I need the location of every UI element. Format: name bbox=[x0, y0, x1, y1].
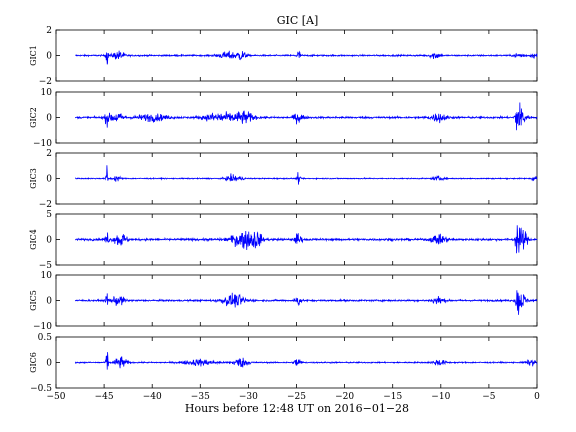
x-tick-label: −10 bbox=[431, 392, 450, 402]
y-tick-label: 0 bbox=[46, 236, 52, 246]
y-tick-label: −0.5 bbox=[30, 384, 52, 394]
x-tick-label: −35 bbox=[191, 392, 210, 402]
x-tick-label: −5 bbox=[482, 392, 496, 402]
y-tick-label: 0 bbox=[46, 359, 52, 369]
series-line-GIC3 bbox=[74, 165, 538, 185]
y-tick-label: −2 bbox=[39, 200, 52, 210]
y-axis-label: GIC5 bbox=[29, 290, 38, 311]
y-tick-label: 0 bbox=[46, 52, 52, 62]
x-tick-label: −45 bbox=[95, 392, 114, 402]
x-tick-label: −15 bbox=[383, 392, 402, 402]
series-line-GIC5 bbox=[74, 290, 538, 315]
x-tick-label: −20 bbox=[335, 392, 354, 402]
x-axis-label: Hours before 12:48 UT on 2016−01−28 bbox=[185, 402, 409, 415]
x-tick-labels: −50 −45 −40 −35 −30 −25 −20 −15 −10 −5 0 bbox=[47, 392, 541, 402]
y-tick-label: −10 bbox=[33, 322, 52, 332]
y-axis-label: GIC6 bbox=[29, 352, 38, 373]
y-tick-label: 10 bbox=[41, 271, 53, 281]
y-tick-label: 0 bbox=[46, 114, 52, 124]
y-axis-label: GIC4 bbox=[29, 229, 38, 250]
x-tick-label: −50 bbox=[47, 392, 66, 402]
y-tick-label: −2 bbox=[39, 77, 52, 87]
x-tick-label: −25 bbox=[287, 392, 306, 402]
y-tick-label: 0 bbox=[46, 175, 52, 185]
y-tick-label: 2 bbox=[46, 149, 52, 159]
y-axis-label: GIC1 bbox=[29, 45, 38, 66]
series-line-GIC6 bbox=[74, 352, 538, 370]
series-line-GIC1 bbox=[75, 50, 538, 65]
y-tick-label: 5 bbox=[46, 210, 52, 220]
y-axis-label: GIC3 bbox=[29, 168, 38, 189]
panels-group: −202GIC1−10010GIC2−202GIC3−505GIC4−10010… bbox=[29, 26, 540, 402]
series-line-GIC2 bbox=[74, 102, 538, 131]
panel-3: −2 0 2 GIC3 bbox=[29, 149, 538, 210]
panel-4: −5 0 5 GIC4 bbox=[29, 210, 538, 271]
y-tick-label: 0.5 bbox=[38, 333, 53, 343]
figure-title: GIC [A] bbox=[277, 14, 319, 27]
y-tick-label: −10 bbox=[33, 139, 52, 149]
series-line-GIC4 bbox=[74, 225, 538, 254]
y-tick-label: −5 bbox=[39, 261, 53, 271]
y-tick-label: 10 bbox=[41, 88, 53, 98]
y-tick-label: 2 bbox=[46, 26, 52, 36]
x-tick-label: 0 bbox=[534, 392, 540, 402]
x-tick-label: −40 bbox=[143, 392, 162, 402]
y-axis-label: GIC2 bbox=[29, 107, 38, 128]
y-tick-label: 0 bbox=[46, 297, 52, 307]
panel-1: −2 0 2 GIC1 bbox=[29, 26, 538, 87]
x-tick-label: −30 bbox=[239, 392, 258, 402]
